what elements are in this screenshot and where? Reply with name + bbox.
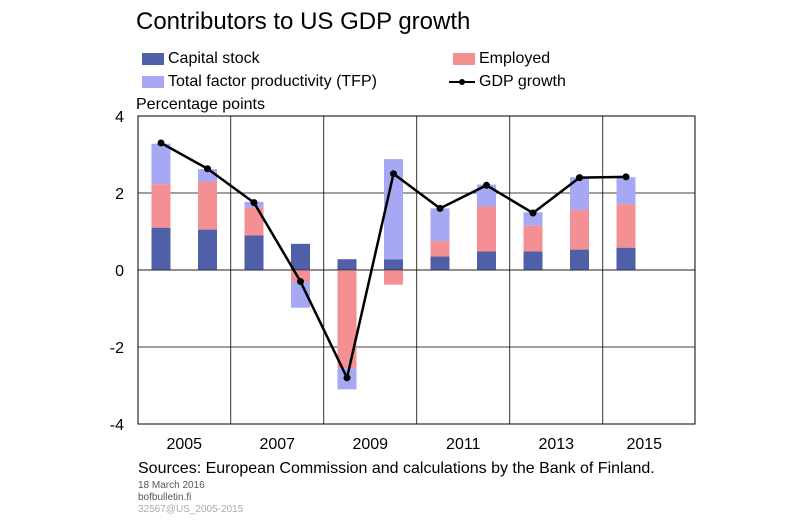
y-tick-label: 4 <box>115 109 124 126</box>
legend-item-employed: Employed <box>453 50 550 68</box>
bar-employed <box>430 241 450 257</box>
legend-item-gdp-growth: GDP growth <box>449 73 566 91</box>
bar-capital-stock <box>523 251 543 270</box>
gdp-growth-point <box>576 174 583 182</box>
chart-title: Contributors to US GDP growth <box>136 8 471 35</box>
legend-swatch-tfp <box>142 76 164 88</box>
gdp-growth-point <box>157 139 165 147</box>
bar-capital-stock <box>384 259 403 270</box>
bar-capital-stock <box>616 247 636 270</box>
legend-label-employed: Employed <box>479 50 551 67</box>
y-tick-label: 0 <box>115 263 124 280</box>
gdp-growth-point <box>529 209 537 217</box>
bar-capital-stock <box>430 256 450 270</box>
x-tick-label: 2011 <box>446 436 481 453</box>
legend-label-gdp-growth: GDP growth <box>479 73 566 90</box>
sources-note: Sources: European Commission and calcula… <box>138 460 655 477</box>
x-tick-label: 2013 <box>538 436 574 453</box>
x-tick-label: 2015 <box>626 436 662 453</box>
legend-swatch-gdp-growth <box>449 76 475 88</box>
gdp-growth-point <box>343 374 351 382</box>
bar-capital-stock <box>244 235 264 270</box>
bar-employed <box>523 225 543 252</box>
bar-employed <box>291 270 310 282</box>
bar-capital-stock <box>337 259 357 270</box>
publication-date: 18 March 2016 <box>138 480 205 491</box>
bar-employed <box>244 207 264 236</box>
bar-capital-stock <box>151 227 171 270</box>
bar-employed <box>151 184 171 228</box>
chart-id: 32567@US_2005-2015 <box>138 504 244 515</box>
bar-total-factor-productivity-tfp <box>291 281 310 308</box>
x-tick-label: 2007 <box>259 436 295 453</box>
legend-swatch-capital-stock <box>142 53 164 65</box>
bar-employed <box>616 204 636 248</box>
legend-swatch-employed <box>453 53 475 65</box>
legend-label-tfp: Total factor productivity (TFP) <box>168 73 377 90</box>
bar-employed <box>570 209 589 250</box>
bar-total-factor-productivity-tfp <box>430 208 450 242</box>
bar-total-factor-productivity-tfp <box>523 212 543 226</box>
x-tick-label: 2009 <box>352 436 388 453</box>
bar-total-factor-productivity-tfp <box>384 159 403 260</box>
gdp-growth-point <box>436 204 444 212</box>
legend-item-tfp: Total factor productivity (TFP) <box>142 73 377 91</box>
bar-capital-stock <box>198 229 217 270</box>
gdp-growth-point <box>622 173 630 181</box>
gdp-growth-point <box>390 170 397 178</box>
y-axis-unit-label: Percentage points <box>136 96 265 113</box>
bar-employed <box>337 270 357 369</box>
bar-employed <box>477 206 496 252</box>
bar-total-factor-productivity-tfp <box>616 177 636 205</box>
x-tick-label: 2005 <box>166 436 202 453</box>
gdp-growth-point <box>297 278 304 286</box>
bar-capital-stock <box>291 243 310 270</box>
legend-item-capital-stock: Capital stock <box>142 50 260 68</box>
bar-employed <box>198 181 217 230</box>
bar-total-factor-productivity-tfp <box>151 143 171 185</box>
gdp-growth-point <box>250 199 258 207</box>
gdp-growth-point <box>204 165 211 173</box>
bar-total-factor-productivity-tfp <box>570 177 589 210</box>
legend-label-capital-stock: Capital stock <box>168 50 260 67</box>
bar-capital-stock <box>477 251 496 270</box>
bar-employed <box>384 270 403 285</box>
bar-capital-stock <box>570 249 589 270</box>
bar-total-factor-productivity-tfp <box>477 184 496 207</box>
site-name: bofbulletin.fi <box>138 492 192 503</box>
y-tick-label: 2 <box>115 186 124 203</box>
y-tick-label: -4 <box>110 417 124 434</box>
y-tick-label: -2 <box>110 340 124 357</box>
gdp-growth-point <box>483 181 490 189</box>
